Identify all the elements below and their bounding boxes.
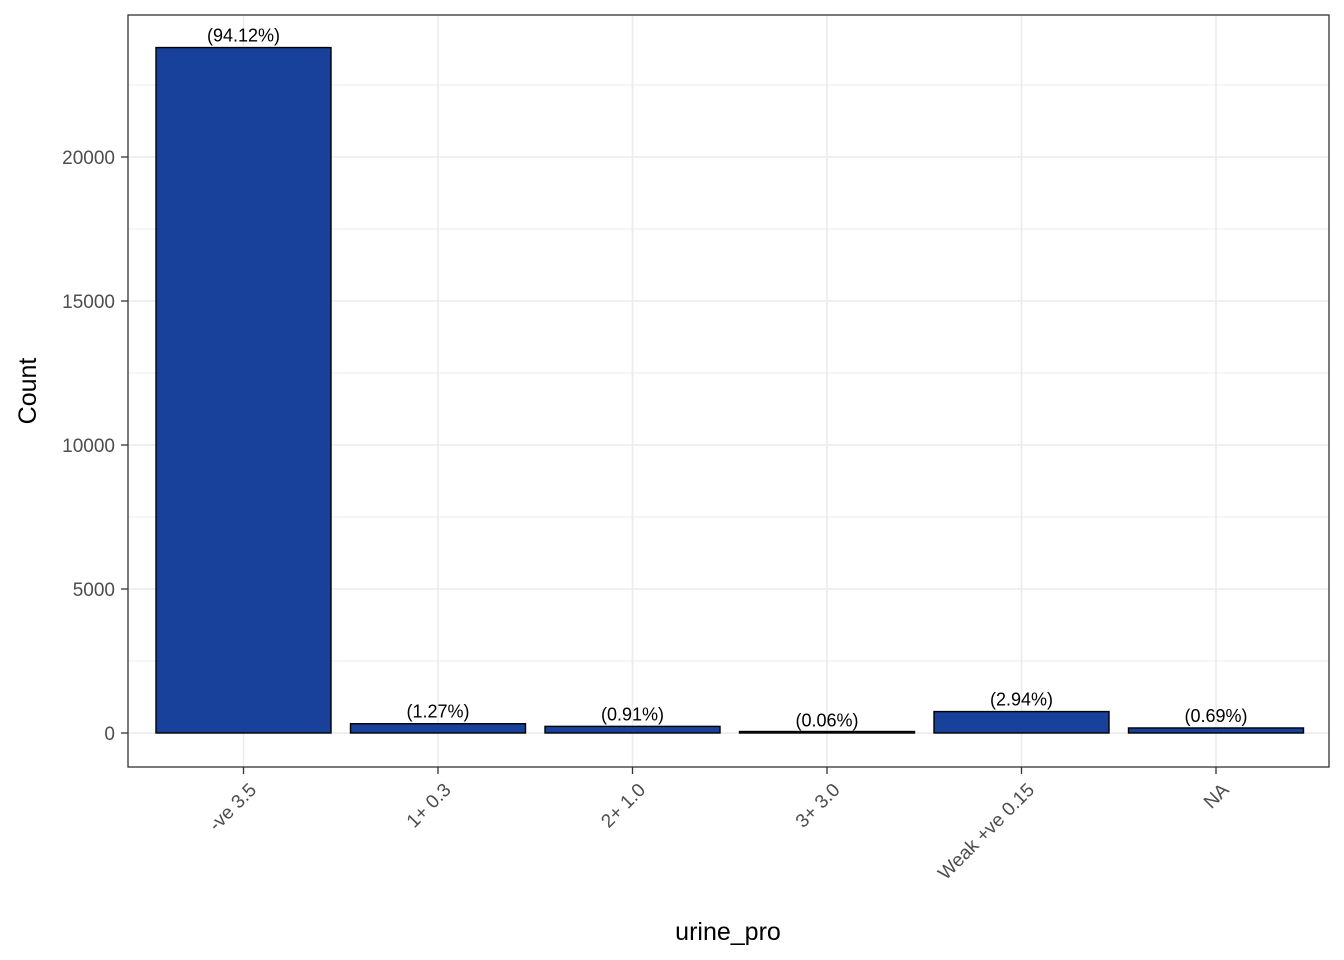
y-axis: 0 5000 10000 15000 20000 xyxy=(62,148,128,745)
y-tick-label: 0 xyxy=(104,724,115,745)
bar xyxy=(544,725,721,734)
x-axis: -ve 3.5 1+ 0.3 2+ 1.0 3+ 3.0 Weak +ve 0.15 NA xyxy=(205,767,1234,884)
x-tick-label: 3+ 3.0 xyxy=(792,780,845,833)
x-tick-label: -ve 3.5 xyxy=(205,780,261,836)
plot-panel-border xyxy=(127,14,1330,768)
bar-data-label: (2.94%) xyxy=(990,690,1053,710)
x-tick-label: 1+ 0.3 xyxy=(403,780,456,833)
bar xyxy=(738,730,916,734)
x-tick-label: 2+ 1.0 xyxy=(597,780,650,833)
y-tick-label: 10000 xyxy=(62,436,115,457)
y-tick-label: 20000 xyxy=(62,148,115,169)
data-labels: (94.12%) (1.27%) (0.91%) (0.06%) (2.94%) (0.6… xyxy=(207,26,1248,731)
bar xyxy=(155,46,332,734)
bar xyxy=(933,710,1110,734)
y-tick-label: 5000 xyxy=(73,580,115,601)
bar xyxy=(349,723,527,734)
x-tick-label: NA xyxy=(1200,779,1234,813)
y-axis-title: Count xyxy=(14,358,42,425)
bar-data-label: (94.12%) xyxy=(207,26,280,46)
x-axis-title: urine_pro xyxy=(675,918,781,946)
bars xyxy=(155,46,1305,734)
bar-data-label: (0.91%) xyxy=(601,704,664,724)
x-tick-label: Weak +ve 0.15 xyxy=(934,780,1039,885)
bar-data-label: (1.27%) xyxy=(406,702,469,722)
bar-data-label: (0.06%) xyxy=(795,711,858,731)
y-tick-label: 15000 xyxy=(62,292,115,313)
bar xyxy=(1127,727,1305,734)
bar-data-label: (0.69%) xyxy=(1184,706,1247,726)
